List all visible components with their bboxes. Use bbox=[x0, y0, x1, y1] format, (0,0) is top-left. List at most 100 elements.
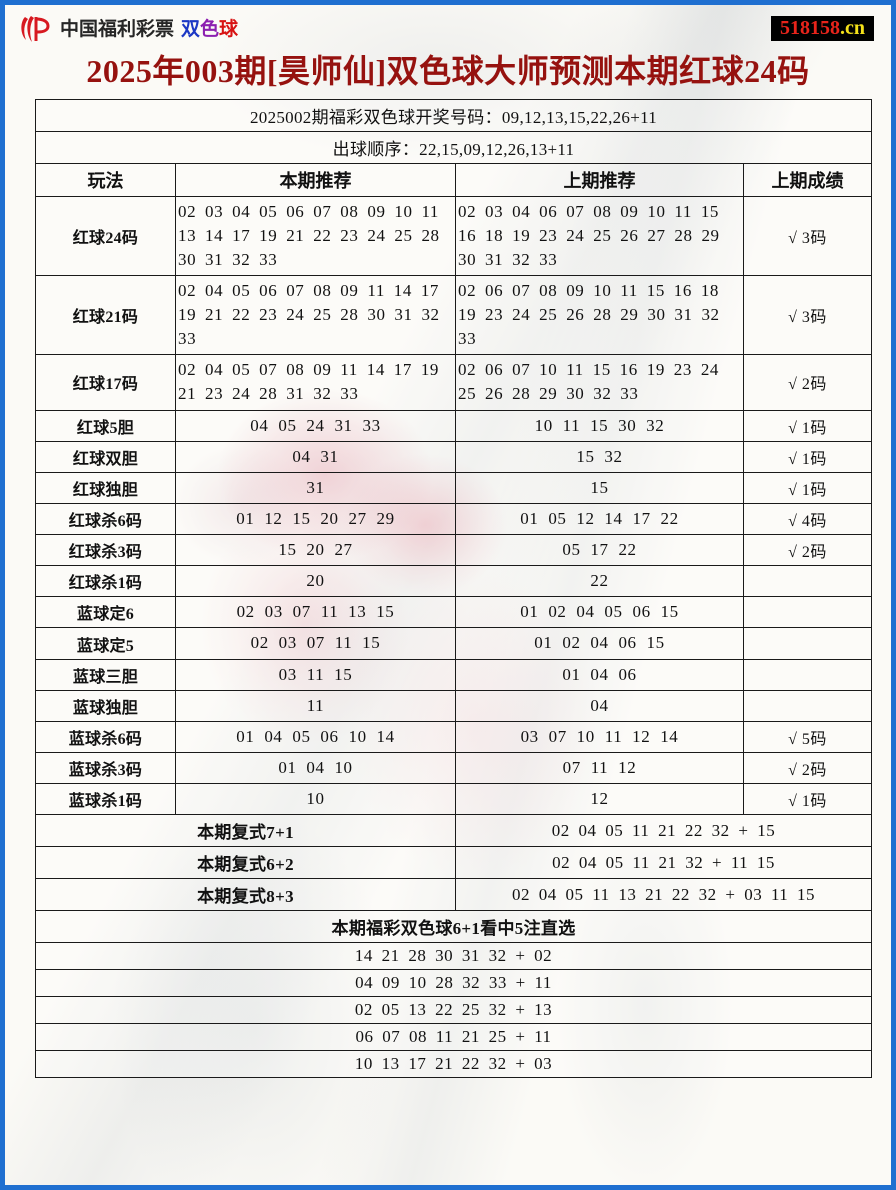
draw-order-row: 出球顺序：22,15,09,12,26,13+11 bbox=[34, 130, 873, 164]
previous-result bbox=[742, 627, 873, 660]
play-type-label: 蓝球定5 bbox=[35, 627, 176, 660]
play-type-label: 蓝球三胆 bbox=[35, 658, 176, 691]
current-recommendation: 03 11 15 bbox=[175, 658, 456, 691]
brand-ssq-char-2: 色 bbox=[200, 17, 220, 40]
pick-numbers: 10 13 17 21 22 32 + 03 bbox=[34, 1050, 873, 1079]
play-type-label: 红球双胆 bbox=[35, 440, 176, 473]
table-row: 蓝球杀1码 10 12 √ 1码 bbox=[35, 783, 873, 816]
compound-value: 02 04 05 11 13 21 22 32 + 03 11 15 bbox=[454, 878, 873, 912]
previous-recommendation: 02 06 07 10 11 15 16 19 23 24 25 26 28 2… bbox=[455, 354, 744, 411]
previous-result bbox=[742, 596, 873, 629]
previous-result bbox=[742, 565, 873, 598]
previous-result: √ 2码 bbox=[742, 354, 873, 411]
pick-numbers: 14 21 28 30 31 32 + 02 bbox=[34, 942, 873, 971]
current-recommendation: 10 bbox=[175, 783, 456, 816]
prediction-table: 2025002期福彩双色球开奖号码：09,12,13,15,22,26+11 出… bbox=[34, 98, 873, 1079]
table-row: 红球5胆 04 05 24 31 33 10 11 15 30 32 √ 1码 bbox=[35, 409, 873, 442]
play-type-label: 红球杀1码 bbox=[35, 565, 176, 598]
pick-numbers: 06 07 08 11 21 25 + 11 bbox=[34, 1023, 873, 1052]
current-recommendation: 04 05 24 31 33 bbox=[175, 409, 456, 442]
current-recommendation: 02 03 07 11 13 15 bbox=[175, 596, 456, 629]
current-recommendation: 11 bbox=[175, 689, 456, 722]
current-recommendation: 01 04 05 06 10 14 bbox=[175, 720, 456, 753]
current-recommendation: 01 04 10 bbox=[175, 751, 456, 785]
top-bar: 中国福利彩票 双色球 518158.cn bbox=[5, 5, 891, 53]
pick-row: 14 21 28 30 31 32 + 02 bbox=[34, 942, 873, 971]
previous-recommendation: 07 11 12 bbox=[455, 751, 744, 785]
previous-result: √ 5码 bbox=[742, 720, 873, 753]
play-type-label: 红球17码 bbox=[35, 354, 176, 411]
brand-name-ssq: 双色球 bbox=[181, 17, 239, 40]
brand-ssq-char-3: 球 bbox=[219, 17, 239, 40]
table-row: 蓝球杀3码 01 04 10 07 11 12 √ 2码 bbox=[35, 751, 873, 785]
previous-recommendation: 03 07 10 11 12 14 bbox=[455, 720, 744, 753]
picks-title-row: 本期福彩双色球6+1看中5注直选 bbox=[34, 910, 873, 944]
prediction-table-body: 2025002期福彩双色球开奖号码：09,12,13,15,22,26+11 出… bbox=[34, 98, 873, 197]
previous-recommendation: 04 bbox=[455, 689, 744, 722]
previous-recommendation: 10 11 15 30 32 bbox=[455, 409, 744, 442]
pick-row: 04 09 10 28 32 33 + 11 bbox=[34, 969, 873, 998]
pick-row: 10 13 17 21 22 32 + 03 bbox=[34, 1050, 873, 1079]
compound-rows: 本期复式7+1 02 04 05 11 21 22 32 + 15 本期复式6+2 0… bbox=[35, 814, 873, 912]
header-result: 上期成绩 bbox=[742, 162, 873, 197]
table-row: 蓝球独胆 11 04 bbox=[35, 689, 873, 722]
current-recommendation: 02 03 04 05 06 07 08 09 10 11 13 14 17 1… bbox=[175, 195, 456, 276]
play-type-label: 红球杀6码 bbox=[35, 502, 176, 536]
play-type-label: 蓝球杀1码 bbox=[35, 783, 176, 816]
play-type-label: 红球独胆 bbox=[35, 471, 176, 504]
previous-result: √ 3码 bbox=[742, 274, 873, 356]
previous-result: √ 2码 bbox=[742, 534, 873, 567]
table-row: 红球21码 02 04 05 06 07 08 09 11 14 17 19 21… bbox=[35, 274, 873, 356]
table-row: 红球17码 02 04 05 07 08 09 11 14 17 19 21 23… bbox=[35, 354, 873, 411]
current-recommendation: 20 bbox=[175, 565, 456, 598]
play-type-label: 红球21码 bbox=[35, 274, 176, 356]
previous-result: √ 1码 bbox=[742, 440, 873, 473]
header-play: 玩法 bbox=[35, 162, 176, 197]
previous-result: √ 4码 bbox=[742, 502, 873, 536]
table-row: 蓝球定5 02 03 07 11 15 01 02 04 06 15 bbox=[35, 627, 873, 660]
previous-result bbox=[742, 689, 873, 722]
page-content: 中国福利彩票 双色球 518158.cn 2025年003期[昊师仙]双色球大师… bbox=[5, 5, 891, 1079]
play-type-label: 红球杀3码 bbox=[35, 534, 176, 567]
previous-recommendation: 01 04 06 bbox=[455, 658, 744, 691]
compound-row: 本期复式6+2 02 04 05 11 21 32 + 11 15 bbox=[35, 846, 873, 880]
previous-recommendation: 01 02 04 06 15 bbox=[455, 627, 744, 660]
brand-logo: 中国福利彩票 双色球 bbox=[19, 14, 238, 44]
compound-label: 本期复式8+3 bbox=[35, 878, 456, 912]
play-type-label: 红球24码 bbox=[35, 195, 176, 276]
compound-row: 本期复式8+3 02 04 05 11 13 21 22 32 + 03 11 1… bbox=[35, 878, 873, 912]
play-type-label: 蓝球杀6码 bbox=[35, 720, 176, 753]
prediction-rows: 红球24码 02 03 04 05 06 07 08 09 10 11 13 14… bbox=[35, 195, 873, 816]
welfare-lottery-logo-icon bbox=[19, 14, 53, 44]
site-watermark-badge: 518158.cn bbox=[771, 16, 874, 41]
pick-numbers: 02 05 13 22 25 32 + 13 bbox=[34, 996, 873, 1025]
page-title: 2025年003期[昊师仙]双色球大师预测本期红球24码 bbox=[86, 53, 810, 89]
previous-recommendation: 15 bbox=[455, 471, 744, 504]
site-badge-number: 518158 bbox=[780, 17, 840, 39]
previous-recommendation: 01 05 12 14 17 22 bbox=[455, 502, 744, 536]
current-recommendation: 02 03 07 11 15 bbox=[175, 627, 456, 660]
table-row: 蓝球定6 02 03 07 11 13 15 01 02 04 05 06 15 bbox=[35, 596, 873, 629]
previous-recommendation: 05 17 22 bbox=[455, 534, 744, 567]
draw-order-text: 出球顺序：22,15,09,12,26,13+11 bbox=[34, 130, 873, 164]
previous-recommendation: 22 bbox=[455, 565, 744, 598]
prediction-table-wrap: 2025002期福彩双色球开奖号码：09,12,13,15,22,26+11 出… bbox=[5, 98, 891, 1079]
compound-value: 02 04 05 11 21 32 + 11 15 bbox=[454, 846, 873, 880]
previous-result bbox=[742, 658, 873, 691]
play-type-label: 红球5胆 bbox=[35, 409, 176, 442]
compound-label: 本期复式7+1 bbox=[35, 814, 456, 848]
table-row: 红球独胆 31 15 √ 1码 bbox=[35, 471, 873, 504]
play-type-label: 蓝球定6 bbox=[35, 596, 176, 629]
pick-row: 02 05 13 22 25 32 + 13 bbox=[34, 996, 873, 1025]
picks-rows: 14 21 28 30 31 32 + 02 04 09 10 28 32 33 … bbox=[34, 942, 873, 1079]
compound-label: 本期复式6+2 bbox=[35, 846, 456, 880]
table-row: 红球双胆 04 31 15 32 √ 1码 bbox=[35, 440, 873, 473]
current-recommendation: 04 31 bbox=[175, 440, 456, 473]
pick-row: 06 07 08 11 21 25 + 11 bbox=[34, 1023, 873, 1052]
current-recommendation: 31 bbox=[175, 471, 456, 504]
previous-result: √ 1码 bbox=[742, 471, 873, 504]
previous-recommendation: 12 bbox=[455, 783, 744, 816]
play-type-label: 蓝球独胆 bbox=[35, 689, 176, 722]
header-previous: 上期推荐 bbox=[455, 162, 744, 197]
picks-section: 本期福彩双色球6+1看中5注直选 bbox=[34, 910, 873, 944]
